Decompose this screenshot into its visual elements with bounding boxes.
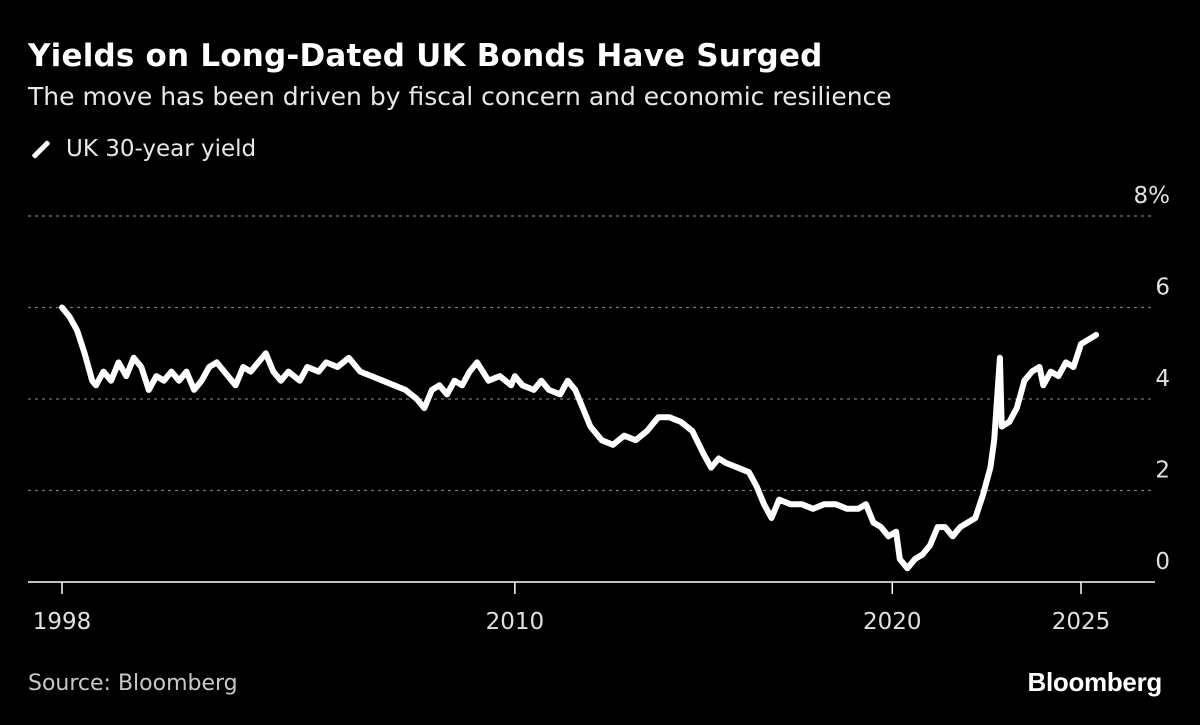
x-axis-labels: 1998 2010 2020 2025 (33, 609, 1111, 635)
series-layer (59, 304, 1100, 572)
source-note: Source: Bloomberg (28, 671, 238, 696)
legend-label: UK 30-year yield (66, 136, 257, 162)
x-axis (28, 581, 1155, 594)
x-tick-label: 2020 (863, 609, 922, 635)
y-axis-labels: 8% 6 4 2 0 (1134, 183, 1171, 575)
chart-title: Yields on Long-Dated UK Bonds Have Surge… (28, 38, 823, 74)
y-tick-label: 6 (1155, 275, 1170, 301)
series-line-uk-30-year-yield (59, 304, 1100, 572)
x-tick-label: 1998 (33, 609, 92, 635)
x-tick-label: 2025 (1052, 609, 1111, 635)
y-tick-label: 4 (1155, 366, 1170, 392)
bloomberg-logo: Bloomberg (1027, 667, 1162, 697)
legend: UK 30-year yield (30, 136, 256, 162)
y-tick-label: 2 (1155, 458, 1170, 484)
y-tick-label: 0 (1155, 549, 1170, 575)
y-tick-label: 8% (1134, 183, 1171, 209)
chart-subtitle: The move has been driven by fiscal conce… (28, 82, 892, 111)
gridlines (28, 215, 1155, 492)
x-tick-label: 2010 (486, 609, 545, 635)
